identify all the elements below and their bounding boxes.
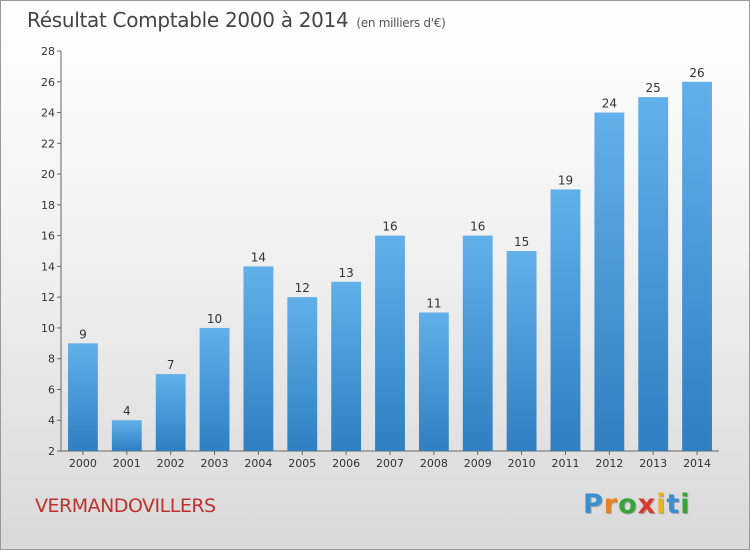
bar-value-label: 12 [295,281,310,295]
bar-value-label: 13 [338,266,353,280]
x-tick-label: 2005 [288,457,316,470]
y-tick-label: 20 [41,168,55,181]
bar-2012 [594,112,625,452]
bar-2006 [331,281,362,451]
x-tick-label: 2012 [595,457,623,470]
logo-letter: x [637,489,657,520]
x-tick-label: 2009 [464,457,492,470]
bar-2001 [111,420,142,451]
y-tick-label: 18 [41,199,55,212]
y-tick-label: 2 [48,445,55,458]
y-tick-label: 26 [41,76,55,89]
bar-value-label: 19 [558,173,573,187]
y-tick-label: 6 [48,383,55,396]
x-tick-label: 2011 [551,457,579,470]
x-tick-label: 2003 [201,457,229,470]
logo-letter: i [680,489,691,520]
logo-letter: o [618,489,638,520]
bar-2011 [550,189,581,451]
bar-value-label: 10 [207,312,222,326]
logo-letter: t [666,489,681,520]
y-tick-label: 24 [41,107,55,120]
logo-letter: i [656,489,667,520]
bar-2005 [287,297,318,451]
bar-2002 [155,374,186,451]
bar-value-label: 25 [646,81,661,95]
y-tick-label: 4 [48,414,55,427]
proxiti-logo: Proxiti [583,489,691,520]
bar-value-label: 24 [602,97,617,111]
bar-value-label: 26 [689,66,704,80]
bar-2010 [506,251,537,451]
y-tick-label: 14 [41,260,55,273]
y-tick-label: 28 [41,45,55,58]
logo-letter: P [583,489,604,520]
y-tick-label: 12 [41,291,55,304]
logo-letter: r [603,489,619,520]
x-tick-label: 2001 [113,457,141,470]
x-tick-label: 2004 [244,457,272,470]
bar-value-label: 16 [470,220,485,234]
bar-2008 [418,312,449,451]
bar-2003 [199,327,230,451]
bar-value-label: 7 [167,358,175,372]
x-tick-label: 2002 [157,457,185,470]
bar-2000 [68,343,98,451]
y-tick-label: 10 [41,322,55,335]
bar-value-label: 16 [382,220,397,234]
bar-value-label: 9 [79,327,87,341]
y-tick-label: 22 [41,137,55,150]
bar-value-label: 4 [123,404,131,418]
bar-value-label: 15 [514,235,529,249]
x-tick-label: 2013 [639,457,667,470]
bar-2013 [638,97,669,452]
chart-unit: (en milliers d'€) [356,16,446,30]
bar-value-label: 14 [251,250,266,264]
chart-bars: 9 4 7 10 14 12 13 16 11 16 15 19 24 25 26 [68,66,712,452]
x-tick-label: 2007 [376,457,404,470]
x-tick-label: 2000 [69,457,97,470]
x-tick-label: 2006 [332,457,360,470]
commune-name: VERMANDOVILLERS [35,495,216,517]
bar-2014 [682,81,712,452]
chart-title-text: Résultat Comptable 2000 à 2014 [27,8,349,32]
x-tick-label: 2008 [420,457,448,470]
x-tick-label: 2010 [508,457,536,470]
x-tick-label: 2014 [683,457,711,470]
bar-2009 [462,235,493,451]
chart-title: Résultat Comptable 2000 à 2014 (en millie… [27,8,446,32]
bar-value-label: 11 [426,297,441,311]
y-tick-label: 16 [41,230,55,243]
bar-2007 [375,235,405,451]
y-tick-label: 8 [48,353,55,366]
bar-2004 [243,266,274,451]
